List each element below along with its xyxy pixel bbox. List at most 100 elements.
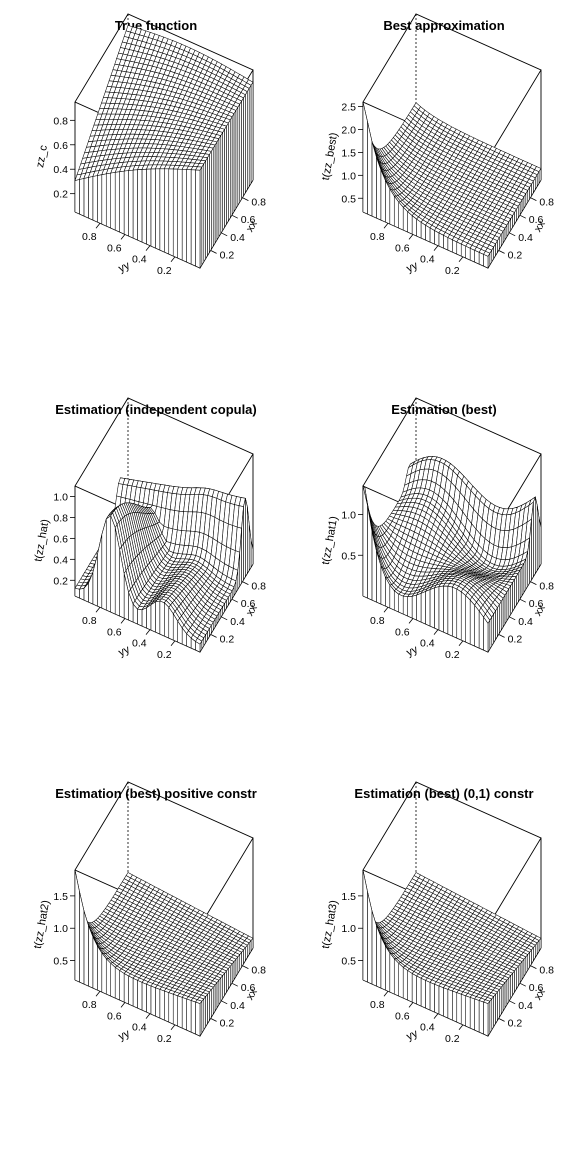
z-axis-label: zz_c bbox=[34, 144, 50, 169]
skirt-facet bbox=[407, 211, 413, 235]
skirt-facet bbox=[74, 179, 80, 215]
x-tick-mark bbox=[509, 616, 516, 621]
skirt-facet bbox=[420, 221, 426, 241]
skirt-facet bbox=[235, 956, 239, 978]
skirt-facet bbox=[201, 162, 205, 266]
skirt-facet bbox=[247, 87, 250, 191]
skirt-facet bbox=[512, 211, 515, 229]
x-tick-mark bbox=[498, 634, 505, 638]
skirt-facet bbox=[97, 174, 103, 225]
skirt-facet bbox=[181, 168, 187, 263]
y-tick-label: 0.8 bbox=[370, 615, 385, 627]
y-tick-label: 0.8 bbox=[82, 615, 97, 627]
skirt-facet bbox=[132, 977, 138, 1009]
skirt-facet bbox=[443, 585, 449, 635]
skirt-facet bbox=[230, 963, 233, 987]
y-tick-label: 0.2 bbox=[445, 649, 460, 661]
skirt-facet bbox=[508, 584, 511, 619]
skirt-facet bbox=[205, 993, 208, 1028]
skirt-facet bbox=[516, 205, 519, 222]
skirt-facet bbox=[222, 972, 225, 1000]
x-tick-mark bbox=[509, 232, 516, 237]
skirt-facet bbox=[233, 109, 237, 213]
skirt-facet bbox=[434, 230, 440, 247]
skirt-facet bbox=[231, 112, 235, 216]
y-tick-mark bbox=[95, 222, 101, 229]
y-tick-label: 0.4 bbox=[420, 638, 435, 650]
skirt-facet bbox=[521, 195, 525, 213]
skirt-facet bbox=[465, 245, 471, 261]
skirt-facet bbox=[150, 168, 156, 249]
skirt-facet bbox=[74, 587, 80, 599]
x-tick-mark bbox=[530, 197, 537, 201]
skirt-facet bbox=[110, 962, 116, 999]
skirt-facet bbox=[510, 214, 513, 232]
surface-plot-3: Estimation (independent copula)0.20.40.6… bbox=[32, 397, 266, 661]
z-tick-label: 0.5 bbox=[341, 193, 356, 205]
z-tick-label: 0.2 bbox=[53, 575, 68, 587]
y-axis-label: yy bbox=[117, 643, 132, 659]
skirt-facet bbox=[499, 600, 502, 635]
skirt-facet bbox=[491, 613, 494, 647]
x-tick-mark bbox=[231, 214, 238, 219]
skirt-facet bbox=[155, 600, 161, 635]
skirt-facet bbox=[533, 496, 536, 578]
surface-mesh bbox=[362, 456, 542, 625]
surface-mesh bbox=[362, 101, 542, 257]
skirt-facet bbox=[438, 232, 444, 249]
skirt-facet bbox=[393, 195, 399, 229]
skirt-facet bbox=[224, 970, 227, 997]
skirt-facet bbox=[150, 601, 156, 633]
y-tick-mark bbox=[170, 640, 176, 647]
skirt-facet bbox=[105, 957, 111, 997]
x-tick-mark bbox=[242, 581, 249, 585]
skirt-facet bbox=[248, 84, 252, 188]
x-tick-label: 0.8 bbox=[251, 965, 266, 977]
skirt-facet bbox=[159, 600, 165, 637]
surface-plot-6: Estimation (best) (0,1) constr0.20.40.60… bbox=[320, 781, 554, 1045]
x-tick-label: 0.2 bbox=[220, 1017, 235, 1029]
skirt-facet bbox=[164, 990, 170, 1023]
skirt-facet bbox=[141, 981, 147, 1013]
skirt-facet bbox=[114, 171, 120, 233]
z-tick-label: 1.5 bbox=[53, 891, 68, 903]
surface-skirt bbox=[362, 101, 542, 269]
z-tick-label: 0.4 bbox=[53, 554, 68, 566]
x-tick-mark bbox=[242, 965, 249, 969]
skirt-facet bbox=[367, 121, 373, 217]
skirt-facet bbox=[447, 237, 453, 253]
skirt-facet bbox=[233, 958, 237, 981]
skirt-facet bbox=[105, 515, 111, 613]
x-tick-label: 0.6 bbox=[241, 982, 256, 994]
skirt-facet bbox=[110, 172, 116, 231]
x-tick-mark bbox=[231, 982, 238, 987]
skirt-facet bbox=[499, 233, 502, 251]
skirt-facet bbox=[88, 176, 94, 221]
x-tick-mark bbox=[210, 1018, 217, 1022]
skirt-facet bbox=[216, 137, 220, 241]
z-tick-label: 0.5 bbox=[341, 550, 356, 562]
x-tick-label: 0.4 bbox=[518, 616, 533, 628]
skirt-facet bbox=[529, 183, 532, 200]
skirt-facet bbox=[97, 534, 103, 609]
skirt-facet bbox=[211, 986, 214, 1019]
skirt-facet bbox=[168, 992, 174, 1025]
skirt-facet bbox=[235, 106, 239, 210]
skirt-facet bbox=[393, 590, 399, 613]
skirt-facet bbox=[79, 891, 85, 985]
y-axis-label: yy bbox=[117, 1027, 132, 1043]
skirt-facet bbox=[214, 981, 218, 1012]
skirt-facet bbox=[514, 575, 517, 609]
skirt-facet bbox=[493, 609, 496, 644]
skirt-facet bbox=[460, 591, 466, 643]
skirt-facet bbox=[536, 170, 540, 188]
y-tick-label: 0.4 bbox=[420, 254, 435, 266]
z-tick-label: 1.0 bbox=[341, 170, 356, 182]
skirt-facet bbox=[209, 150, 212, 254]
x-tick-label: 0.2 bbox=[508, 249, 523, 261]
skirt-facet bbox=[248, 524, 252, 572]
y-tick-mark bbox=[383, 222, 389, 229]
skirt-facet bbox=[123, 170, 129, 237]
skirt-facet bbox=[181, 997, 187, 1031]
skirt-facet bbox=[172, 168, 178, 259]
